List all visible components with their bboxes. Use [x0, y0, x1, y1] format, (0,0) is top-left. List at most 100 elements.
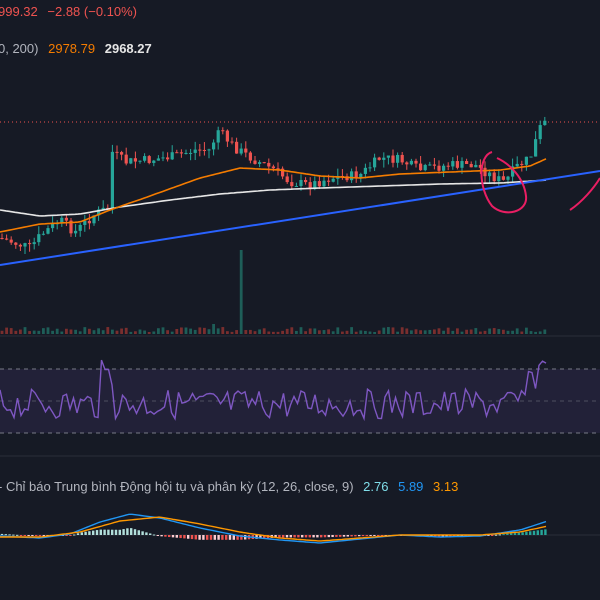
candle-body — [9, 239, 13, 243]
candle-body — [363, 167, 367, 174]
macd-hist-bar — [263, 535, 266, 539]
volume-bar — [138, 329, 142, 334]
macd-hist-bar — [301, 535, 304, 538]
macd-hist-bar — [445, 535, 448, 538]
candle-body — [492, 172, 496, 182]
volume-bar — [97, 328, 100, 334]
candle-body — [170, 152, 174, 160]
volume-bar — [538, 331, 542, 334]
macd-hist-bar — [42, 535, 45, 537]
candle-body — [198, 149, 202, 151]
price-legend: 999.32 −2.88 (−0.10%) — [0, 4, 137, 19]
volume-bar — [497, 329, 501, 334]
volume-bar — [488, 328, 491, 334]
candle-body — [428, 164, 432, 166]
candle-body — [212, 142, 216, 150]
candle-body — [313, 181, 317, 190]
arrow-annotation[interactable] — [569, 177, 600, 211]
candle-body — [74, 230, 78, 234]
candle-body — [175, 152, 179, 154]
candle-body — [354, 171, 358, 179]
volume-bar — [230, 331, 234, 334]
macd-hist-bar — [107, 529, 110, 535]
candle-body — [414, 160, 418, 164]
candle-body — [386, 155, 390, 158]
candle-body — [225, 130, 229, 142]
volume-bar — [152, 331, 156, 334]
macd-hist-bar — [244, 535, 247, 540]
macd-hist-bar — [536, 530, 539, 535]
macd-hist-bar — [506, 533, 509, 535]
volume-bar — [28, 331, 31, 334]
macd-hist-bar — [118, 529, 121, 535]
candle-body — [87, 220, 91, 224]
volume-bar — [78, 331, 82, 334]
candle-body — [253, 160, 257, 164]
trendline[interactable] — [0, 170, 600, 266]
candle-body — [83, 220, 87, 225]
candle-body — [28, 243, 32, 245]
macd-hist-bar — [236, 535, 239, 540]
macd-hist-bar — [198, 535, 201, 540]
candle-body — [262, 162, 266, 164]
macd-hist-bar — [213, 535, 216, 540]
volume-bar — [364, 330, 367, 334]
volume-bar — [373, 331, 376, 334]
candle-body — [359, 173, 363, 179]
volume-bar — [327, 329, 330, 334]
macd-line — [0, 513, 547, 544]
macd-hist-bar — [35, 535, 38, 536]
volume-bar — [469, 329, 473, 334]
volume-bar — [23, 327, 27, 334]
volume-bar — [32, 330, 36, 334]
candle-body — [451, 161, 455, 167]
candle-body — [120, 152, 124, 155]
macd-hist-bar — [4, 534, 7, 536]
volume-bar — [134, 331, 137, 334]
candle-body — [147, 156, 151, 163]
signal-line — [0, 516, 547, 542]
ma-legend[interactable]: 0, 200) 2978.79 2968.27 — [0, 41, 152, 56]
volume-bar — [262, 328, 266, 334]
candle-body — [184, 152, 188, 154]
volume-bar — [318, 330, 321, 334]
candle-body — [290, 182, 294, 187]
candle-body — [271, 166, 275, 169]
macd-hist-bar — [487, 535, 490, 536]
candle-body — [350, 171, 354, 181]
macd-hist-bar — [175, 535, 178, 538]
macd-hist-bar — [278, 535, 281, 538]
macd-hist-bar — [502, 534, 505, 536]
macd-hist-bar — [494, 534, 498, 536]
candle-body — [455, 161, 459, 168]
macd-hist-bar — [92, 530, 95, 535]
macd-hist-bar — [342, 535, 346, 537]
macd-hist-bar — [225, 535, 228, 540]
candle-body — [64, 217, 68, 221]
circle-annotation[interactable] — [480, 151, 528, 214]
volume-bar — [391, 327, 395, 334]
macd-hist-bar — [491, 535, 494, 536]
volume-bar — [46, 327, 50, 334]
macd-hist-bar — [209, 535, 213, 540]
macd-hist-bar — [232, 535, 235, 540]
volume-bars — [0, 250, 547, 334]
volume-bar — [433, 329, 436, 334]
volume-bar — [170, 331, 174, 334]
macd-hist-bar — [544, 529, 547, 535]
volume-bar — [534, 331, 537, 334]
volume-bar — [382, 327, 386, 334]
candle-body — [423, 164, 427, 171]
volume-bar — [460, 331, 464, 334]
macd-hist-bar — [335, 535, 338, 537]
volume-bar — [226, 331, 229, 334]
candle-body — [377, 157, 381, 160]
volume-bar — [249, 329, 252, 334]
macd-legend[interactable]: - Chỉ báo Trung bình Động hội tụ và phân… — [0, 479, 458, 494]
candle-body — [442, 165, 446, 171]
macd-hist-bar — [517, 532, 520, 535]
candle-body — [281, 168, 285, 177]
macd-hist-bar — [373, 535, 376, 536]
candle-body — [488, 172, 492, 177]
